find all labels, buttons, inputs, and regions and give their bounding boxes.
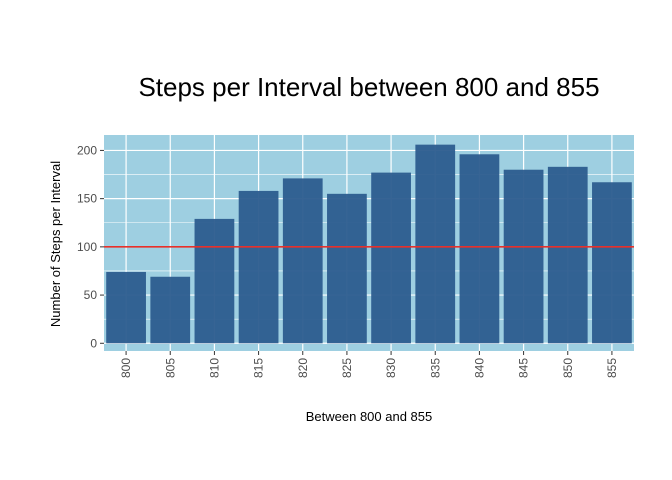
y-axis-title: Number of Steps per Interval: [48, 161, 63, 327]
bar-805: [150, 276, 191, 344]
x-tick-label: 825: [340, 358, 354, 378]
x-tick-label: 840: [472, 358, 486, 378]
y-tick-label: 150: [77, 192, 97, 206]
x-tick-label: 845: [517, 358, 531, 378]
bar-855: [592, 182, 632, 344]
bar-835: [415, 144, 456, 344]
y-axis: 0 50 100 150 200: [77, 143, 104, 350]
x-tick-label: 850: [561, 358, 575, 378]
bar-840: [459, 154, 500, 344]
bar-810: [194, 218, 235, 344]
bar-850: [547, 166, 588, 344]
chart-title: Steps per Interval between 800 and 855: [138, 72, 599, 102]
bar-820: [282, 178, 323, 344]
bar-825: [327, 193, 367, 344]
x-tick-label: 810: [207, 358, 221, 378]
x-tick-label: 820: [296, 358, 310, 378]
bar-800: [106, 271, 146, 344]
x-tick-label: 815: [252, 358, 266, 378]
x-axis-title: Between 800 and 855: [306, 409, 433, 424]
x-tick-label: 800: [119, 358, 133, 378]
x-axis: 800 805 810 815 820 825 830 835 840 845 850 855: [119, 351, 619, 378]
bar-830: [371, 172, 411, 344]
plot-panel: [104, 135, 634, 351]
y-tick-label: 50: [84, 288, 98, 302]
y-tick-label: 100: [77, 240, 97, 254]
x-tick-label: 805: [163, 358, 177, 378]
bar-845: [503, 169, 544, 344]
x-tick-label: 855: [605, 358, 619, 378]
bars: [106, 144, 632, 344]
y-tick-label: 200: [77, 143, 97, 157]
x-tick-label: 835: [428, 358, 442, 378]
y-tick-label: 0: [90, 336, 97, 350]
x-tick-label: 830: [384, 358, 398, 378]
bar-815: [238, 190, 279, 344]
